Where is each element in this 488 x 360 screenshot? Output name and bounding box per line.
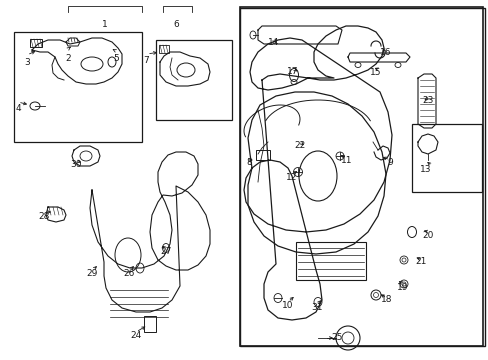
Text: 14: 14 — [268, 37, 279, 46]
Text: 12: 12 — [286, 172, 297, 181]
Bar — [30, 39, 42, 47]
Text: 28: 28 — [38, 212, 50, 220]
Text: 10: 10 — [282, 301, 293, 310]
Bar — [14, 32, 142, 142]
Text: 18: 18 — [381, 296, 392, 305]
Text: 22: 22 — [294, 140, 305, 149]
Bar — [411, 124, 481, 192]
Text: 3: 3 — [24, 58, 30, 67]
Text: 15: 15 — [369, 68, 381, 77]
Text: 9: 9 — [386, 158, 392, 166]
Text: 20: 20 — [422, 230, 433, 239]
Text: 31: 31 — [311, 303, 322, 312]
Text: 19: 19 — [396, 283, 408, 292]
Text: 23: 23 — [422, 95, 433, 104]
Text: 27: 27 — [160, 248, 171, 256]
Text: 25: 25 — [331, 333, 342, 342]
Text: 26: 26 — [123, 269, 134, 278]
Text: 2: 2 — [65, 54, 71, 63]
Text: 16: 16 — [380, 48, 391, 57]
Text: 1: 1 — [102, 19, 108, 28]
Text: 17: 17 — [286, 67, 298, 76]
Text: 8: 8 — [245, 158, 251, 166]
Text: 6: 6 — [173, 19, 179, 28]
Bar — [143, 316, 156, 332]
Text: 7: 7 — [143, 55, 148, 64]
Bar — [156, 40, 231, 120]
Text: 5: 5 — [113, 54, 119, 63]
Bar — [295, 242, 365, 280]
Bar — [239, 7, 482, 346]
Text: 30: 30 — [70, 159, 81, 168]
Text: 24: 24 — [130, 330, 142, 339]
Text: 11: 11 — [341, 156, 352, 165]
Bar — [256, 150, 269, 160]
Text: 4: 4 — [15, 104, 21, 112]
Text: 29: 29 — [86, 269, 98, 278]
Bar — [240, 8, 484, 346]
Text: 21: 21 — [414, 257, 426, 266]
Text: 13: 13 — [419, 165, 431, 174]
Bar — [159, 45, 169, 53]
